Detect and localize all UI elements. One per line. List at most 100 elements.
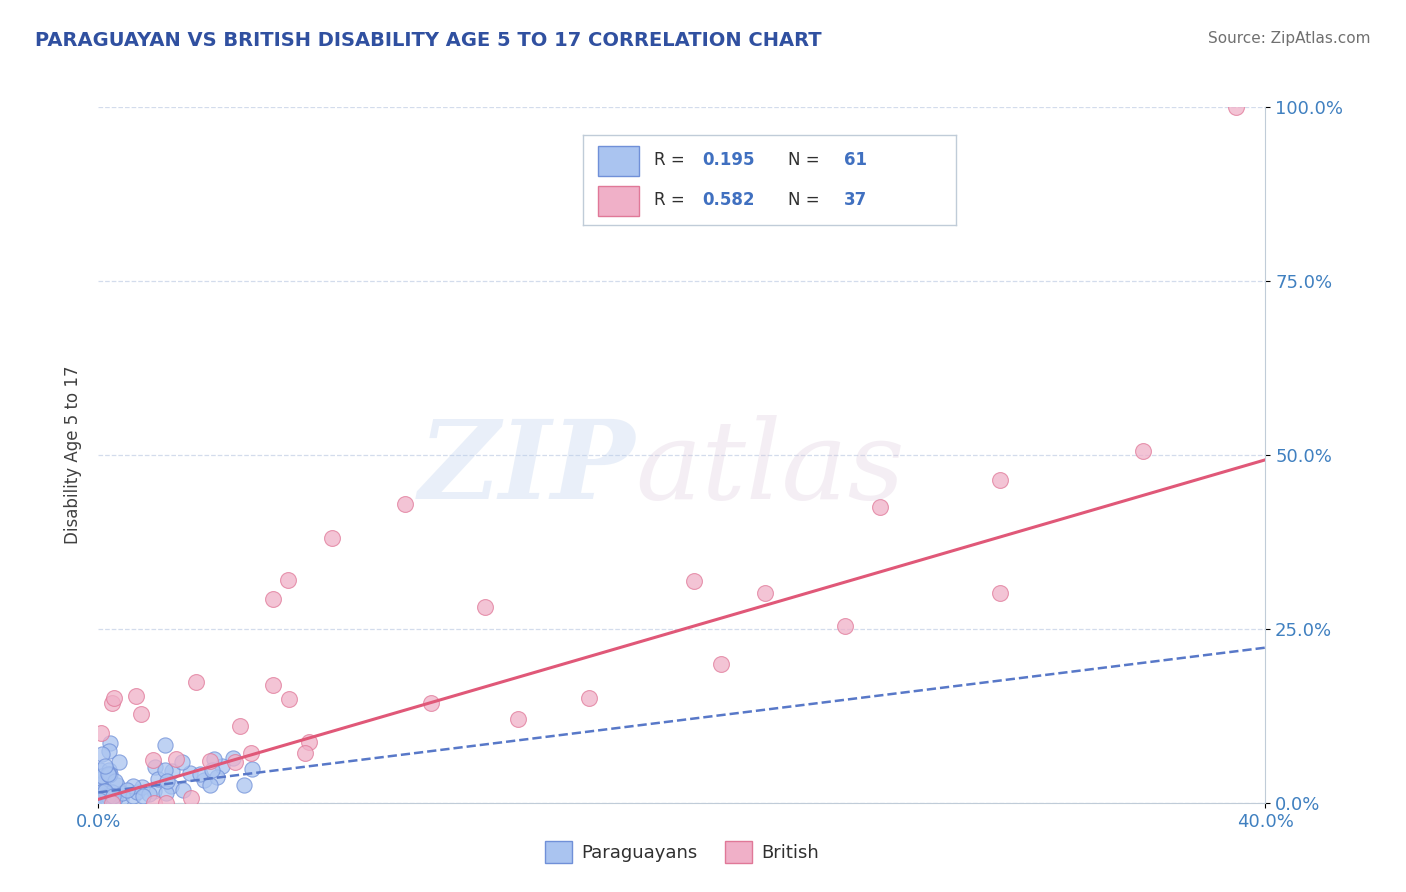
Point — [156, 773, 179, 788]
Point — [232, 778, 254, 792]
Point — [240, 746, 263, 760]
Point — [91, 769, 114, 783]
Point — [222, 751, 245, 765]
Point — [506, 712, 529, 726]
Point — [155, 796, 177, 810]
Text: PARAGUAYAN VS BRITISH DISABILITY AGE 5 TO 17 CORRELATION CHART: PARAGUAYAN VS BRITISH DISABILITY AGE 5 T… — [35, 31, 821, 50]
Point — [834, 619, 856, 633]
Point — [125, 689, 148, 703]
Point — [172, 783, 194, 797]
Point — [294, 746, 316, 760]
Point — [1132, 443, 1154, 458]
Point — [710, 657, 733, 671]
Point — [117, 782, 139, 797]
Point — [240, 762, 263, 776]
Point — [87, 793, 110, 807]
Point — [224, 755, 246, 769]
Point — [98, 736, 121, 750]
Point — [420, 697, 443, 711]
Point — [179, 765, 201, 780]
Point — [198, 754, 221, 768]
Point — [87, 792, 110, 806]
Point — [988, 473, 1011, 487]
Point — [172, 755, 194, 769]
Point — [107, 756, 129, 770]
Point — [277, 573, 299, 587]
Point — [153, 738, 176, 752]
Point — [104, 791, 127, 805]
Point — [101, 697, 124, 711]
Point — [180, 790, 202, 805]
Point — [1225, 100, 1247, 114]
Point — [160, 764, 183, 778]
Text: ZIP: ZIP — [419, 415, 636, 523]
Point — [188, 767, 211, 781]
Point — [98, 766, 121, 780]
Point — [186, 674, 208, 689]
Point — [143, 784, 166, 798]
Point — [97, 763, 120, 777]
Point — [201, 763, 224, 777]
Point — [90, 747, 112, 761]
Legend: Paraguayans, British: Paraguayans, British — [538, 834, 825, 871]
Point — [111, 786, 134, 800]
Point — [101, 796, 124, 810]
Point — [278, 692, 301, 706]
Point — [122, 779, 145, 793]
Point — [202, 751, 225, 765]
Point — [146, 772, 169, 787]
Point — [129, 707, 152, 722]
Point — [103, 774, 125, 789]
Point — [153, 763, 176, 777]
Point — [89, 763, 111, 777]
Point — [578, 691, 600, 706]
Point — [869, 500, 891, 514]
Point — [97, 789, 120, 803]
Text: Source: ZipAtlas.com: Source: ZipAtlas.com — [1208, 31, 1371, 46]
Point — [93, 783, 115, 797]
Point — [110, 792, 132, 806]
Point — [988, 586, 1011, 600]
Point — [474, 599, 496, 614]
Point — [198, 778, 221, 792]
Point — [394, 497, 416, 511]
Point — [90, 788, 112, 802]
Y-axis label: Disability Age 5 to 17: Disability Age 5 to 17 — [63, 366, 82, 544]
Point — [754, 585, 776, 599]
Point — [207, 770, 229, 784]
Point — [298, 735, 321, 749]
Point — [142, 753, 165, 767]
Point — [138, 787, 160, 801]
Text: atlas: atlas — [636, 415, 905, 523]
Point — [211, 758, 233, 772]
Point — [103, 789, 125, 804]
Point — [96, 788, 118, 802]
Point — [89, 775, 111, 789]
Point — [321, 532, 343, 546]
Point — [96, 789, 118, 803]
Point — [122, 789, 145, 803]
Point — [143, 759, 166, 773]
Point — [94, 758, 117, 772]
Point — [97, 744, 120, 758]
Point — [127, 785, 149, 799]
Point — [91, 784, 114, 798]
Point — [683, 574, 706, 588]
Point — [94, 783, 117, 797]
Point — [97, 794, 120, 808]
Point — [94, 784, 117, 798]
Point — [193, 772, 215, 787]
Point — [131, 780, 153, 794]
Point — [98, 768, 121, 782]
Point — [142, 796, 165, 810]
Point — [155, 786, 177, 800]
Point — [89, 772, 111, 786]
Point — [132, 789, 155, 803]
Point — [101, 785, 124, 799]
Point — [103, 690, 125, 705]
Point — [105, 778, 128, 792]
Point — [229, 719, 252, 733]
Point — [90, 726, 112, 740]
Point — [160, 779, 183, 793]
Point — [262, 591, 284, 606]
